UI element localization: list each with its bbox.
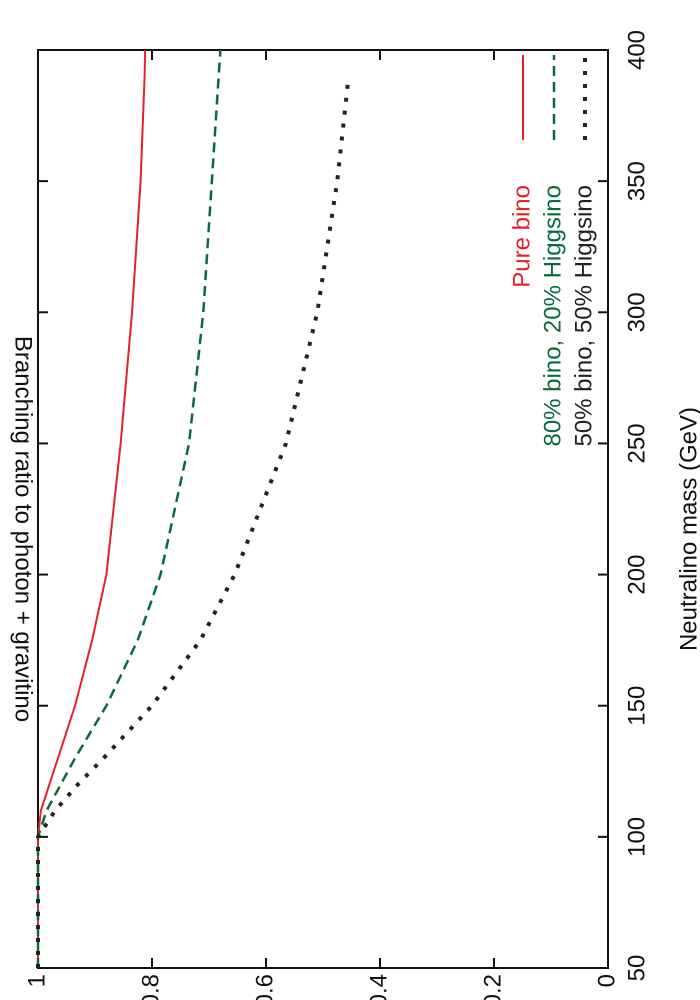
y-tick-label: 0: [593, 974, 620, 987]
x-tick-label: 100: [623, 817, 650, 857]
x-tick-label: 350: [623, 161, 650, 201]
x-tick-label: 250: [623, 423, 650, 463]
x-tick-label: 400: [623, 30, 650, 70]
y-tick-label: 0.6: [251, 974, 278, 1000]
legend-label: 50% bino, 50% Higgsino: [570, 185, 597, 447]
series-line: [36, 76, 351, 968]
x-tick-label: 200: [623, 555, 650, 595]
x-tick-label: 300: [623, 292, 650, 332]
series-line: [36, 49, 222, 968]
y-tick-label: 0.4: [365, 974, 392, 1000]
x-tick-label: 150: [623, 686, 650, 726]
series-line: [37, 49, 147, 968]
x-axis-title: Neutralino mass (GeV): [675, 407, 700, 651]
plot-frame: [37, 49, 609, 969]
y-tick-label: 1: [23, 974, 50, 987]
rotated-plot: Neutralino mass (GeV) Branching ratio to…: [10, 30, 700, 1000]
x-tick-label: 50: [623, 955, 650, 982]
y-tick-label: 0.8: [137, 974, 164, 1000]
legend-label: 80% bino, 20% Higgsino: [539, 185, 566, 447]
y-axis-title: Branching ratio to photon + gravitino: [10, 336, 37, 722]
y-tick-label: 0.2: [479, 974, 506, 1000]
legend-label: Pure bino: [508, 185, 535, 288]
